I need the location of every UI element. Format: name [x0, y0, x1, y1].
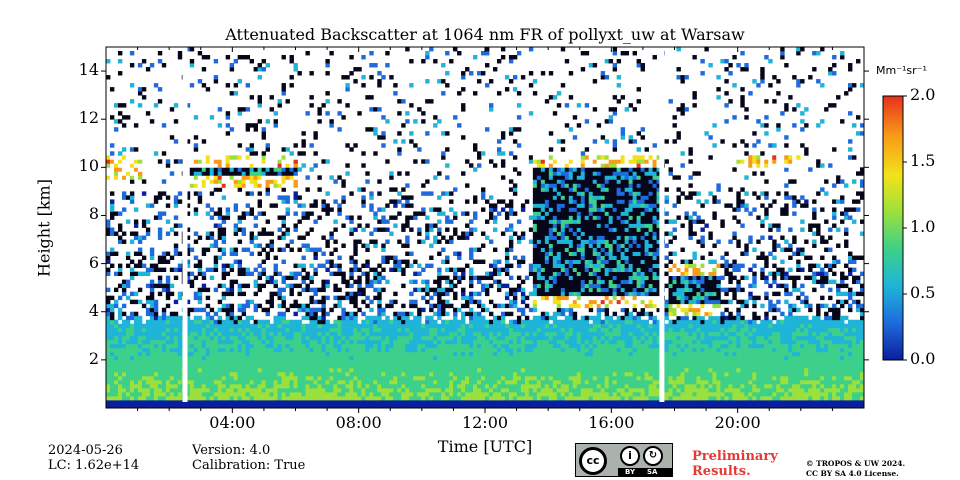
x-tick-label: 12:00	[461, 413, 509, 432]
y-tick-label: 10	[78, 156, 99, 176]
copyright-line-2: CC BY SA 4.0 License.	[806, 469, 899, 478]
copyright-line-1: © TROPOS & UW 2024.	[806, 459, 906, 468]
preliminary-notice: Preliminary Results.	[692, 449, 778, 479]
x-axis-label: Time [UTC]	[437, 437, 533, 456]
x-tick-label: 04:00	[209, 413, 256, 432]
y-tick-label: 8	[88, 204, 99, 224]
date-text: 2024-05-26	[48, 443, 123, 458]
badge-by-label: BY	[625, 468, 636, 476]
colorbar-tick-label: 2.0	[910, 85, 936, 104]
x-tick-label: 16:00	[588, 413, 635, 432]
data-gaps	[182, 47, 665, 402]
x-axis-ticks	[137, 47, 833, 413]
calibration-text: Calibration: True	[192, 458, 306, 473]
colorbar-ticks	[903, 95, 907, 361]
sa-icon: ↻	[643, 446, 663, 466]
y-tick-label: 6	[88, 252, 99, 272]
cc-icon: cc	[579, 447, 607, 475]
by-icon: i	[620, 446, 640, 466]
preliminary-line-1: Preliminary	[692, 449, 778, 464]
version-text: Version: 4.0	[192, 443, 271, 458]
colorbar-unit: Mm⁻¹sr⁻¹	[876, 64, 927, 77]
x-tick-label: 20:00	[714, 413, 761, 432]
colorbar-tick-label: 1.5	[910, 151, 936, 170]
y-axis-ticks	[101, 70, 869, 361]
lidar-constant-text: LC: 1.62e+14	[48, 458, 140, 473]
preliminary-line-2: Results.	[692, 464, 751, 479]
y-tick-label: 4	[88, 300, 99, 320]
y-tick-label: 2	[88, 348, 99, 368]
badge-sa-label: SA	[647, 468, 658, 476]
y-axis-label: Height [km]	[34, 179, 54, 277]
colorbar-tick-label: 0.0	[910, 349, 936, 368]
y-tick-label: 14	[78, 60, 99, 80]
colorbar	[882, 95, 904, 361]
copyright-notice: © TROPOS & UW 2024. CC BY SA 4.0 License…	[806, 459, 905, 479]
cc-license-badge: cc i ↻ BY SA	[575, 443, 673, 477]
colorbar-tick-label: 0.5	[910, 283, 936, 302]
data-gap	[659, 47, 665, 402]
colorbar-tick-label: 1.0	[910, 217, 936, 236]
chart-title: Attenuated Backscatter at 1064 nm FR of …	[225, 25, 745, 44]
y-tick-label: 12	[78, 108, 99, 128]
x-tick-label: 08:00	[335, 413, 382, 432]
badge-strip	[618, 468, 673, 477]
data-gap	[182, 47, 188, 402]
backscatter-heatmap	[106, 47, 865, 409]
